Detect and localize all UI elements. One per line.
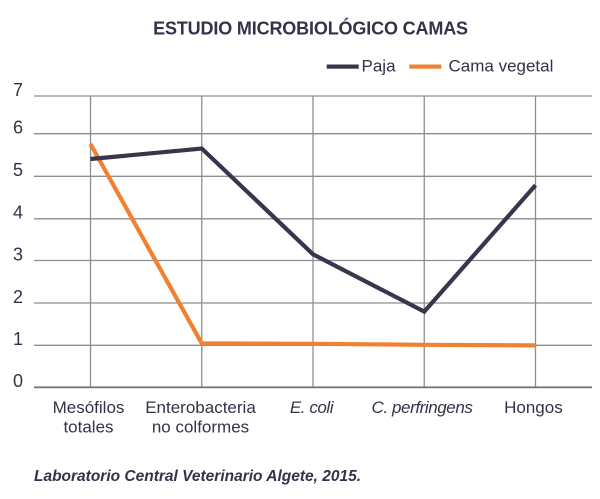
svg-text:6: 6	[13, 118, 23, 138]
svg-text:Mesófilos: Mesófilos	[53, 398, 125, 417]
svg-text:1: 1	[13, 329, 23, 349]
svg-text:2: 2	[13, 287, 23, 307]
svg-text:Enterobacteria: Enterobacteria	[145, 398, 256, 417]
svg-text:totales: totales	[63, 418, 113, 437]
svg-text:Laboratorio Central Veterinari: Laboratorio Central Veterinario Algete, …	[34, 468, 361, 485]
svg-text:C. perfringens: C. perfringens	[372, 398, 474, 417]
svg-text:Paja: Paja	[362, 56, 397, 75]
svg-text:3: 3	[13, 244, 23, 264]
svg-text:ESTUDIO MICROBIOLÓGICO CAMAS: ESTUDIO MICROBIOLÓGICO CAMAS	[153, 18, 468, 39]
svg-text:4: 4	[13, 203, 23, 223]
svg-text:0: 0	[13, 371, 23, 391]
svg-text:E. coli: E. coli	[290, 398, 335, 417]
svg-text:7: 7	[13, 80, 23, 100]
svg-text:Cama vegetal: Cama vegetal	[449, 56, 554, 75]
svg-text:no colformes: no colformes	[152, 418, 249, 437]
svg-text:Hongos: Hongos	[504, 398, 563, 417]
svg-text:5: 5	[13, 160, 23, 180]
